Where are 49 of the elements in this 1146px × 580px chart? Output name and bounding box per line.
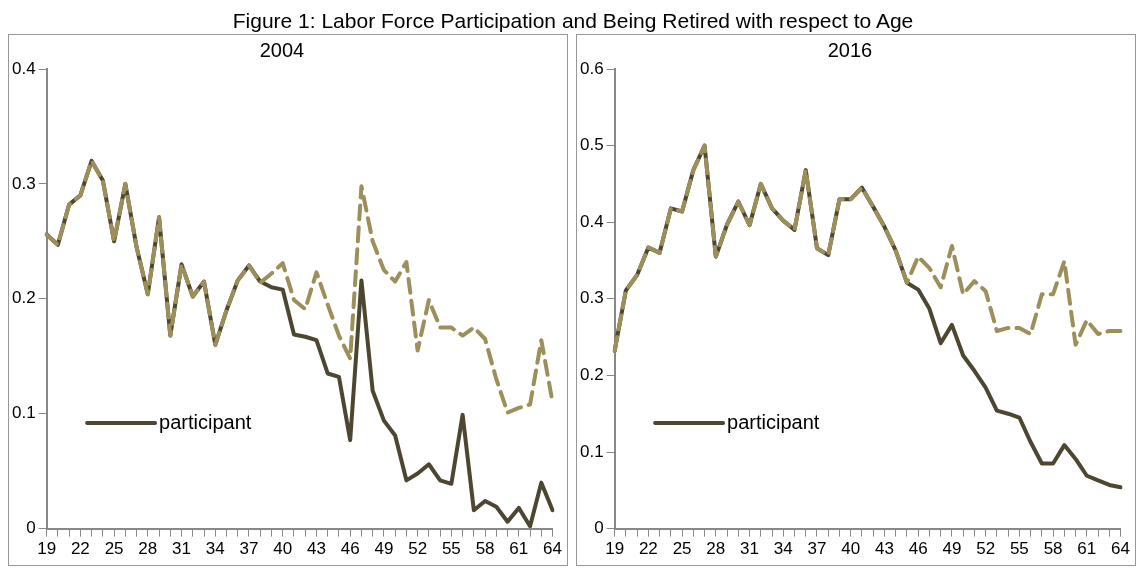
y-tick-label: 0.6	[579, 58, 604, 78]
x-tick-label: 43	[306, 539, 326, 559]
x-tick-label: 61	[509, 539, 529, 559]
x-tick-label: 40	[273, 539, 293, 559]
legend-label: participant	[159, 411, 252, 434]
y-tick-label: 0.5	[579, 135, 604, 155]
x-tick-label: 37	[807, 539, 827, 559]
x-tick-label: 22	[70, 539, 90, 559]
y-tick-label: 0.3	[11, 173, 36, 193]
y-tick-label: 0.3	[579, 288, 604, 308]
x-tick-label: 28	[706, 539, 726, 559]
x-tick-label: 31	[172, 539, 191, 559]
x-tick-label: 28	[138, 539, 158, 559]
x-tick-label: 58	[1043, 539, 1063, 559]
x-tick-label: 58	[475, 539, 495, 559]
y-tick-label: 0.1	[579, 441, 604, 461]
x-tick-label: 31	[740, 539, 759, 559]
x-tick-label: 25	[672, 539, 692, 559]
x-tick-label: 19	[605, 539, 625, 559]
x-tick-label: 25	[104, 539, 124, 559]
x-tick-label: 22	[638, 539, 658, 559]
x-tick-label: 34	[773, 539, 793, 559]
x-tick-label: 55	[1009, 539, 1029, 559]
x-tick-label: 37	[239, 539, 259, 559]
legend-label: participant	[727, 411, 820, 434]
x-tick-label: 52	[408, 539, 428, 559]
y-tick-label: 0.4	[579, 211, 604, 231]
x-tick-label: 49	[374, 539, 394, 559]
x-tick-label: 46	[908, 539, 928, 559]
x-tick-label: 34	[205, 539, 225, 559]
y-tick-label: 0.2	[579, 365, 604, 385]
x-tick-label: 52	[976, 539, 996, 559]
y-tick-label: 0.4	[11, 58, 36, 78]
x-tick-label: 46	[340, 539, 360, 559]
x-tick-label: 19	[37, 539, 57, 559]
y-tick-label: 0.2	[11, 288, 36, 308]
x-tick-label: 64	[543, 539, 563, 559]
y-tick-label: 0.1	[11, 403, 36, 423]
x-tick-label: 49	[942, 539, 962, 559]
x-tick-label: 64	[1111, 539, 1131, 559]
x-tick-label: 61	[1077, 539, 1097, 559]
x-tick-label: 55	[441, 539, 461, 559]
caption: Figure 1: Labor Force Participation and Being Retired with respect to Age	[231, 8, 915, 34]
x-tick-label: 43	[874, 539, 894, 559]
chart-title: 2004	[259, 38, 305, 61]
y-tick-label: 0	[594, 518, 604, 538]
y-tick-label: 0	[26, 518, 36, 538]
x-tick-label: 40	[841, 539, 861, 559]
chart-title: 2016	[827, 38, 873, 61]
